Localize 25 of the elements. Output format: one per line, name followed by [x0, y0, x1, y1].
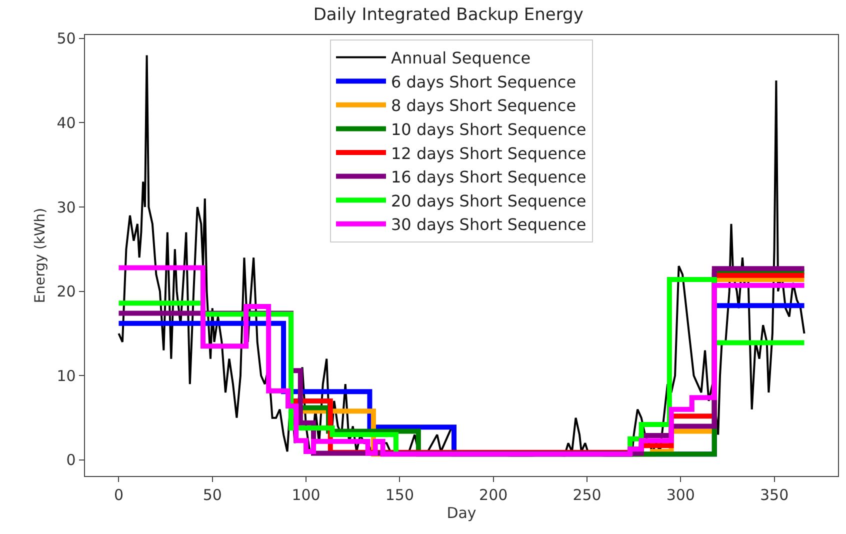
y-tick-label: 50: [56, 30, 76, 48]
x-tick-label: 200: [479, 486, 508, 504]
legend-label: 20 days Short Sequence: [391, 191, 586, 210]
x-tick-label: 0: [114, 486, 124, 504]
legend-label: 10 days Short Sequence: [391, 120, 586, 139]
x-tick-label: 250: [572, 486, 602, 504]
legend-label: 12 days Short Sequence: [391, 144, 586, 163]
x-tick-label: 350: [760, 486, 789, 504]
y-tick-label: 0: [66, 451, 76, 470]
x-tick-label: 150: [385, 486, 414, 504]
x-tick-label: 100: [292, 486, 320, 504]
y-axis-title: Energy (kWh): [32, 208, 48, 304]
legend-label: 16 days Short Sequence: [391, 168, 586, 187]
x-tick-label: 300: [666, 486, 695, 504]
y-tick-label: 30: [56, 198, 76, 216]
y-tick-label: 40: [56, 114, 76, 132]
legend-label: 30 days Short Sequence: [391, 215, 586, 234]
legend-label: Annual Sequence: [391, 48, 531, 68]
y-tick-label: 20: [56, 282, 76, 301]
x-tick-label: 50: [202, 486, 222, 504]
legend-label: 6 days Short Sequence: [391, 72, 576, 92]
x-axis-title: Day: [446, 504, 476, 522]
chart-title: Daily Integrated Backup Energy: [313, 4, 584, 25]
legend-label: 8 days Short Sequence: [391, 96, 576, 116]
y-tick-label: 10: [56, 366, 76, 385]
